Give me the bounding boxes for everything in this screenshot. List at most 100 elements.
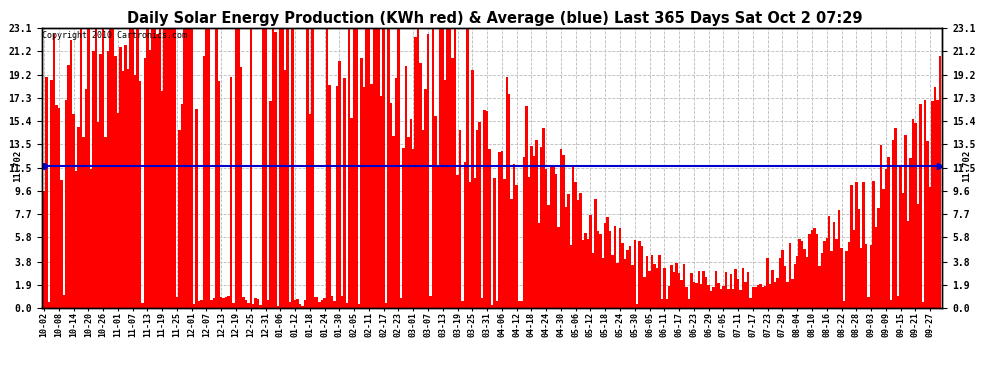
Bar — [387, 29, 390, 308]
Bar — [526, 106, 528, 308]
Bar — [589, 215, 592, 308]
Bar — [46, 77, 48, 308]
Bar — [584, 233, 587, 308]
Bar — [909, 158, 912, 308]
Bar — [531, 146, 533, 308]
Bar — [468, 182, 471, 308]
Bar — [274, 32, 276, 308]
Bar — [405, 66, 407, 308]
Bar — [301, 306, 304, 308]
Bar — [319, 302, 321, 307]
Bar — [124, 45, 127, 308]
Bar — [62, 295, 65, 307]
Bar — [420, 63, 422, 308]
Bar — [119, 46, 122, 308]
Bar — [102, 29, 104, 308]
Bar — [604, 223, 607, 308]
Bar — [427, 34, 430, 308]
Bar — [304, 300, 306, 307]
Bar — [688, 299, 690, 307]
Bar — [821, 253, 823, 308]
Bar — [890, 300, 892, 307]
Bar — [395, 78, 397, 308]
Bar — [137, 29, 139, 308]
Bar — [220, 297, 223, 307]
Bar — [198, 301, 200, 307]
Bar — [902, 194, 904, 308]
Bar — [544, 169, 547, 308]
Bar — [147, 29, 148, 308]
Bar — [377, 29, 380, 308]
Bar — [243, 297, 245, 307]
Bar — [627, 250, 629, 308]
Bar — [425, 88, 427, 308]
Bar — [786, 282, 789, 308]
Bar — [880, 145, 882, 308]
Bar — [511, 199, 513, 308]
Bar — [75, 171, 77, 308]
Bar — [193, 304, 195, 307]
Bar — [838, 210, 841, 308]
Bar — [636, 304, 639, 307]
Bar — [82, 137, 85, 308]
Bar — [554, 174, 557, 308]
Bar — [683, 264, 685, 308]
Bar — [867, 297, 870, 307]
Bar — [737, 279, 740, 308]
Bar — [77, 127, 80, 308]
Bar — [65, 100, 67, 308]
Bar — [99, 54, 102, 307]
Bar — [417, 29, 420, 308]
Bar — [653, 264, 655, 308]
Bar — [574, 182, 577, 308]
Bar — [380, 96, 382, 308]
Bar — [655, 268, 658, 308]
Bar — [279, 29, 281, 308]
Bar — [865, 244, 867, 308]
Bar — [794, 264, 796, 308]
Bar — [329, 85, 331, 308]
Bar — [70, 40, 72, 308]
Bar — [252, 304, 254, 307]
Bar — [922, 302, 924, 307]
Bar — [564, 207, 567, 308]
Bar — [314, 297, 316, 307]
Bar — [385, 303, 387, 307]
Bar — [92, 51, 94, 308]
Bar — [296, 299, 299, 307]
Bar — [233, 303, 235, 307]
Bar — [713, 287, 715, 308]
Bar — [754, 286, 756, 308]
Bar — [142, 303, 144, 307]
Bar — [599, 234, 602, 308]
Bar — [407, 137, 410, 308]
Bar — [895, 128, 897, 308]
Bar — [695, 283, 698, 308]
Bar — [178, 129, 180, 308]
Bar — [774, 282, 776, 308]
Bar — [614, 226, 617, 308]
Bar — [673, 272, 675, 308]
Bar — [609, 231, 612, 308]
Bar — [225, 297, 228, 307]
Bar — [360, 58, 362, 308]
Bar — [875, 227, 877, 308]
Bar — [899, 165, 902, 308]
Bar — [223, 298, 225, 307]
Bar — [698, 271, 700, 308]
Bar — [466, 29, 468, 308]
Bar — [107, 51, 109, 308]
Bar — [50, 80, 52, 308]
Bar — [685, 287, 688, 308]
Bar — [156, 34, 158, 308]
Bar — [309, 114, 311, 308]
Bar — [518, 302, 521, 307]
Bar — [94, 29, 97, 308]
Bar — [912, 119, 914, 308]
Bar — [841, 248, 842, 308]
Bar — [559, 150, 562, 308]
Bar — [281, 29, 284, 308]
Bar — [331, 297, 334, 307]
Bar — [660, 299, 663, 307]
Bar — [139, 81, 142, 308]
